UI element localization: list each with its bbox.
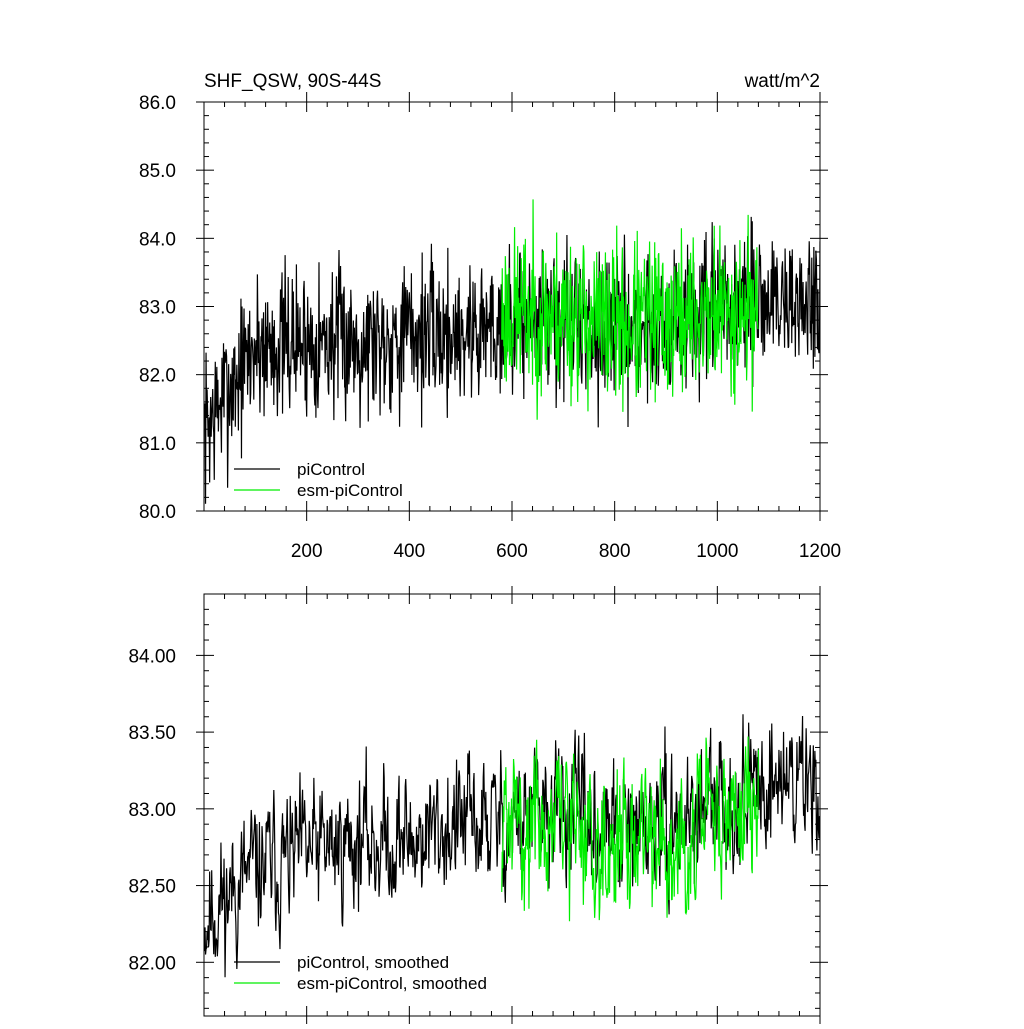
chart-title: SHF_QSW, 90S-44S [204,71,381,92]
x-tick-label: 600 [496,541,528,562]
x-tick-label: 1000 [696,541,738,562]
legend-label: esm-piControl [297,481,403,500]
y-tick-label: 82.50 [128,877,176,898]
y-tick-label: 83.50 [128,723,176,744]
y-tick-label: 83.0 [139,298,176,319]
x-tick-label: 200 [291,541,323,562]
x-tick-label: 800 [599,541,631,562]
y-tick-label: 81.0 [139,434,176,455]
series-line-top-1 [501,199,759,420]
y-tick-label: 85.0 [139,161,176,182]
series-line-bottom-1 [501,736,759,922]
y-tick-label: 82.00 [128,953,176,974]
x-tick-label: 400 [393,541,425,562]
top-panel: 200 400 600 800 1000 1200 80.0 81.0 82.0 83.0 84.0… [139,92,841,562]
legend-label: piControl [297,460,365,479]
legend-label: esm-piControl, smoothed [297,974,487,993]
y-tick-label: 82.0 [139,366,176,387]
chart-units: watt/m^2 [744,71,820,92]
y-tick-label: 84.00 [128,646,176,667]
x-tick-label: 1200 [799,541,841,562]
y-tick-label: 86.0 [139,93,176,114]
bottom-panel: 82.00 82.50 83.00 83.50 84.00 piControl, smoo… [128,586,828,1024]
y-tick-label: 84.0 [139,229,176,250]
y-tick-label: 83.00 [128,800,176,821]
legend-label: piControl, smoothed [297,953,449,972]
y-tick-label: 80.0 [139,502,176,523]
